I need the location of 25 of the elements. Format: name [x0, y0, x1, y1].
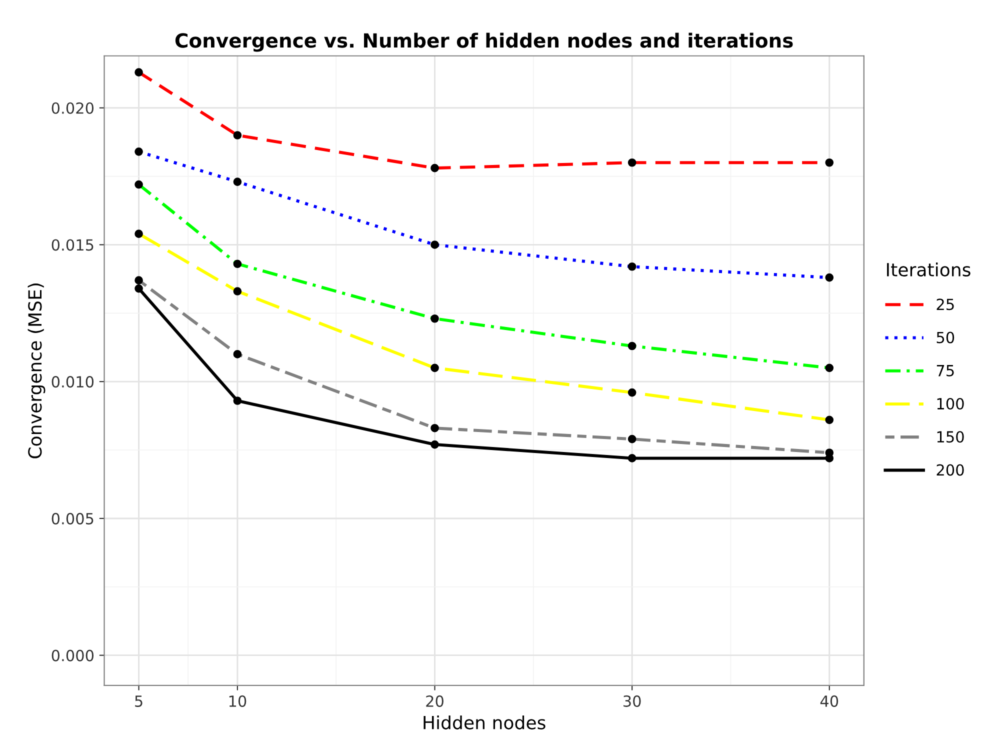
legend-label: 100 [937, 398, 964, 410]
point [430, 440, 439, 449]
y-tick-label: 0.005 [52, 512, 94, 524]
legend-label: 50 [936, 332, 954, 344]
legend-label: 25 [936, 298, 954, 310]
point [233, 396, 242, 405]
point [134, 284, 143, 293]
x-axis-title: Hidden nodes [424, 715, 546, 730]
legend-title: Iterations [887, 262, 970, 277]
point [825, 454, 834, 462]
chart-title: Convergence vs. Number of hidden nodes and iterations [175, 32, 793, 52]
x-tick-label: 10 [229, 695, 246, 707]
y-axis-title: Convergence (MSE) [28, 284, 46, 458]
y-tick-label: 0.000 [52, 650, 94, 662]
x-tick-label: 5 [135, 696, 142, 707]
y-tick-label: 0.010 [52, 376, 94, 388]
x-tick-label: 20 [426, 695, 444, 707]
legend-label: 150 [937, 431, 964, 443]
x-tick-label: 30 [624, 695, 641, 707]
y-tick-label: 0.015 [52, 239, 94, 251]
legend-label: 200 [936, 464, 964, 476]
point [628, 454, 636, 462]
x-tick-label: 40 [820, 695, 838, 707]
legend-label: 75 [936, 365, 954, 376]
y-tick-label: 0.020 [52, 102, 94, 114]
